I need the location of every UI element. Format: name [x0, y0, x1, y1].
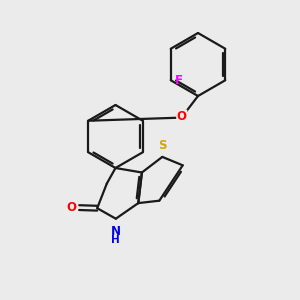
Text: F: F [175, 74, 183, 87]
Text: O: O [67, 201, 77, 214]
Text: N: N [111, 225, 121, 238]
Text: H: H [111, 235, 120, 245]
Text: S: S [158, 139, 166, 152]
Text: O: O [177, 110, 187, 123]
